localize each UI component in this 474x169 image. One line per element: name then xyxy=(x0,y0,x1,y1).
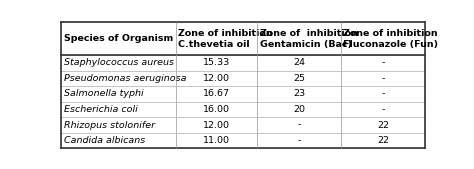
Bar xyxy=(341,102,425,117)
Text: Rhizopus stolonifer: Rhizopus stolonifer xyxy=(64,121,155,130)
Bar xyxy=(176,71,257,86)
Text: -: - xyxy=(381,105,384,114)
Text: Candida albicans: Candida albicans xyxy=(64,136,145,145)
Text: Species of Organism: Species of Organism xyxy=(64,34,173,43)
Text: 15.33: 15.33 xyxy=(203,58,230,67)
Text: 12.00: 12.00 xyxy=(203,74,230,83)
Bar xyxy=(176,55,257,71)
Bar xyxy=(176,117,257,133)
Bar xyxy=(61,55,176,71)
Bar xyxy=(61,71,176,86)
Text: Salmonella typhi: Salmonella typhi xyxy=(64,89,144,99)
Bar xyxy=(176,86,257,102)
Bar xyxy=(257,86,341,102)
Text: -: - xyxy=(298,121,301,130)
Text: 12.00: 12.00 xyxy=(203,121,230,130)
Text: Zone of inhibition
C.thevetia oil: Zone of inhibition C.thevetia oil xyxy=(178,29,273,49)
Bar xyxy=(61,117,176,133)
Text: 23: 23 xyxy=(293,89,305,99)
Text: 22: 22 xyxy=(377,136,389,145)
Bar xyxy=(61,22,176,55)
Bar xyxy=(61,133,176,148)
Text: 16.67: 16.67 xyxy=(203,89,230,99)
Bar xyxy=(341,71,425,86)
Text: Pseudomonas aeruginosa: Pseudomonas aeruginosa xyxy=(64,74,187,83)
Bar xyxy=(341,86,425,102)
Text: Staphylococcus aureus: Staphylococcus aureus xyxy=(64,58,174,67)
Bar xyxy=(341,22,425,55)
Bar xyxy=(341,117,425,133)
Text: -: - xyxy=(381,58,384,67)
Bar xyxy=(341,133,425,148)
Bar xyxy=(341,55,425,71)
Bar xyxy=(61,102,176,117)
Text: Escherichia coli: Escherichia coli xyxy=(64,105,138,114)
Bar xyxy=(257,71,341,86)
Bar xyxy=(61,86,176,102)
Text: 16.00: 16.00 xyxy=(203,105,230,114)
Bar xyxy=(257,133,341,148)
Bar xyxy=(257,55,341,71)
Text: -: - xyxy=(298,136,301,145)
Bar xyxy=(257,22,341,55)
Bar xyxy=(257,117,341,133)
Bar xyxy=(176,22,257,55)
Bar xyxy=(176,133,257,148)
Text: 24: 24 xyxy=(293,58,305,67)
Text: 22: 22 xyxy=(377,121,389,130)
Bar xyxy=(176,102,257,117)
Text: 25: 25 xyxy=(293,74,305,83)
Text: Zone of inhibition
Fluconazole (Fun): Zone of inhibition Fluconazole (Fun) xyxy=(343,29,438,49)
Text: Zone of  inhibition
Gentamicin (Bac): Zone of inhibition Gentamicin (Bac) xyxy=(260,29,357,49)
Text: -: - xyxy=(381,89,384,99)
Text: 11.00: 11.00 xyxy=(203,136,230,145)
Text: 20: 20 xyxy=(293,105,305,114)
Bar xyxy=(257,102,341,117)
Text: -: - xyxy=(381,74,384,83)
